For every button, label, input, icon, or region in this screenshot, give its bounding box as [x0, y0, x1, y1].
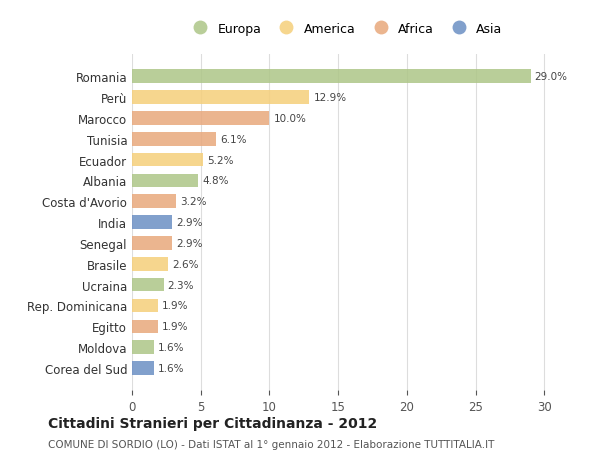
Text: 1.6%: 1.6%: [158, 363, 185, 373]
Bar: [132, 299, 158, 313]
Text: 29.0%: 29.0%: [535, 72, 568, 82]
Bar: [132, 112, 269, 125]
Bar: [132, 216, 172, 230]
Text: 2.9%: 2.9%: [176, 218, 202, 228]
Bar: [132, 133, 216, 146]
Bar: [132, 237, 172, 250]
Legend: Europa, America, Africa, Asia: Europa, America, Africa, Asia: [182, 18, 508, 41]
Text: 4.8%: 4.8%: [202, 176, 229, 186]
Bar: [132, 153, 203, 167]
Bar: [132, 91, 309, 105]
Text: 3.2%: 3.2%: [180, 197, 206, 207]
Bar: [132, 174, 198, 188]
Bar: [132, 70, 530, 84]
Bar: [132, 195, 176, 208]
Bar: [132, 341, 154, 354]
Text: 1.6%: 1.6%: [158, 342, 185, 353]
Bar: [132, 278, 164, 292]
Text: 2.6%: 2.6%: [172, 259, 199, 269]
Text: 10.0%: 10.0%: [274, 114, 307, 123]
Text: 2.3%: 2.3%: [168, 280, 194, 290]
Text: 5.2%: 5.2%: [208, 155, 234, 165]
Bar: [132, 320, 158, 333]
Text: Cittadini Stranieri per Cittadinanza - 2012: Cittadini Stranieri per Cittadinanza - 2…: [48, 416, 377, 430]
Bar: [132, 361, 154, 375]
Text: 1.9%: 1.9%: [162, 322, 189, 331]
Bar: [132, 257, 168, 271]
Text: 2.9%: 2.9%: [176, 238, 202, 248]
Text: 1.9%: 1.9%: [162, 301, 189, 311]
Text: 6.1%: 6.1%: [220, 134, 247, 145]
Text: COMUNE DI SORDIO (LO) - Dati ISTAT al 1° gennaio 2012 - Elaborazione TUTTITALIA.: COMUNE DI SORDIO (LO) - Dati ISTAT al 1°…: [48, 440, 494, 449]
Text: 12.9%: 12.9%: [313, 93, 347, 103]
